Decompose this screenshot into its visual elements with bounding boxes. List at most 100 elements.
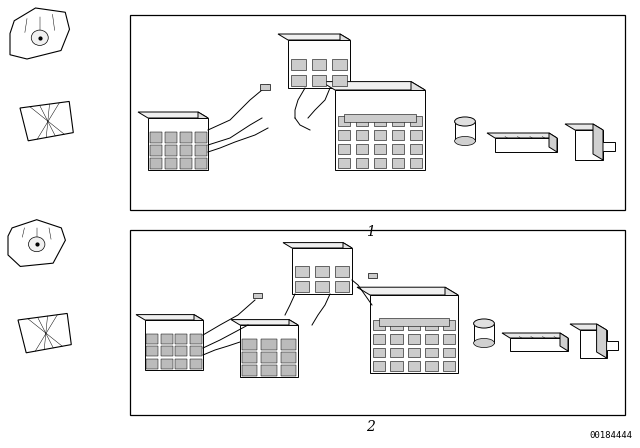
- Polygon shape: [593, 124, 603, 160]
- Bar: [179, 158, 191, 169]
- Polygon shape: [370, 295, 458, 373]
- Polygon shape: [502, 333, 568, 338]
- Bar: [390, 348, 403, 358]
- Polygon shape: [240, 325, 298, 377]
- Polygon shape: [194, 314, 203, 370]
- Polygon shape: [278, 34, 350, 40]
- Polygon shape: [560, 333, 568, 351]
- Bar: [495, 138, 557, 152]
- Bar: [443, 362, 456, 371]
- Polygon shape: [231, 319, 298, 325]
- Bar: [147, 346, 158, 356]
- Polygon shape: [292, 248, 352, 294]
- Bar: [147, 334, 158, 344]
- Polygon shape: [368, 272, 377, 278]
- Polygon shape: [575, 130, 615, 160]
- Bar: [410, 158, 422, 168]
- Polygon shape: [335, 90, 425, 170]
- Bar: [175, 346, 187, 356]
- Text: 2: 2: [365, 420, 374, 434]
- Polygon shape: [487, 133, 557, 138]
- Polygon shape: [411, 82, 425, 170]
- Bar: [164, 158, 177, 169]
- Bar: [130, 15, 625, 210]
- Bar: [295, 267, 309, 277]
- Bar: [291, 59, 305, 70]
- Bar: [338, 130, 350, 140]
- Bar: [291, 75, 305, 86]
- Ellipse shape: [31, 30, 48, 45]
- Bar: [242, 352, 257, 363]
- Ellipse shape: [454, 117, 476, 126]
- Bar: [356, 158, 368, 168]
- Bar: [372, 334, 385, 344]
- Bar: [130, 230, 625, 415]
- Bar: [242, 339, 257, 350]
- Bar: [374, 158, 387, 168]
- Bar: [190, 334, 202, 344]
- Bar: [374, 116, 387, 126]
- Ellipse shape: [474, 338, 494, 348]
- Bar: [150, 158, 161, 169]
- Bar: [443, 348, 456, 358]
- Bar: [392, 130, 404, 140]
- Bar: [426, 334, 438, 344]
- Bar: [150, 132, 161, 143]
- Polygon shape: [580, 330, 618, 358]
- Bar: [408, 320, 420, 330]
- Bar: [410, 116, 422, 126]
- Bar: [374, 144, 387, 154]
- Polygon shape: [340, 34, 350, 88]
- Bar: [410, 130, 422, 140]
- Polygon shape: [549, 133, 557, 152]
- Bar: [161, 346, 173, 356]
- Bar: [344, 114, 416, 122]
- Bar: [161, 359, 173, 369]
- Bar: [175, 334, 187, 344]
- Bar: [179, 145, 191, 156]
- Bar: [280, 339, 296, 350]
- Polygon shape: [283, 243, 352, 248]
- Bar: [356, 144, 368, 154]
- Polygon shape: [288, 40, 350, 88]
- Bar: [315, 267, 329, 277]
- Bar: [280, 352, 296, 363]
- Polygon shape: [289, 319, 298, 377]
- Bar: [454, 121, 476, 141]
- Bar: [175, 359, 187, 369]
- Bar: [295, 281, 309, 292]
- Bar: [338, 116, 350, 126]
- Bar: [332, 59, 347, 70]
- Bar: [392, 144, 404, 154]
- Bar: [510, 338, 568, 351]
- Polygon shape: [20, 101, 74, 141]
- Bar: [390, 320, 403, 330]
- Bar: [410, 144, 422, 154]
- Text: 1: 1: [365, 225, 374, 239]
- Bar: [312, 75, 326, 86]
- Bar: [147, 359, 158, 369]
- Bar: [379, 319, 449, 326]
- Polygon shape: [148, 118, 208, 170]
- Ellipse shape: [474, 319, 494, 328]
- Bar: [408, 362, 420, 371]
- Bar: [161, 334, 173, 344]
- Bar: [242, 365, 257, 376]
- Bar: [179, 132, 191, 143]
- Bar: [408, 348, 420, 358]
- Bar: [426, 362, 438, 371]
- Bar: [426, 348, 438, 358]
- Polygon shape: [145, 320, 203, 370]
- Bar: [474, 323, 495, 343]
- Bar: [335, 267, 349, 277]
- Ellipse shape: [29, 237, 45, 252]
- Polygon shape: [357, 287, 458, 295]
- Bar: [356, 130, 368, 140]
- Bar: [195, 132, 207, 143]
- Bar: [443, 334, 456, 344]
- Bar: [190, 346, 202, 356]
- Bar: [372, 348, 385, 358]
- Polygon shape: [138, 112, 208, 118]
- Bar: [372, 362, 385, 371]
- Bar: [332, 75, 347, 86]
